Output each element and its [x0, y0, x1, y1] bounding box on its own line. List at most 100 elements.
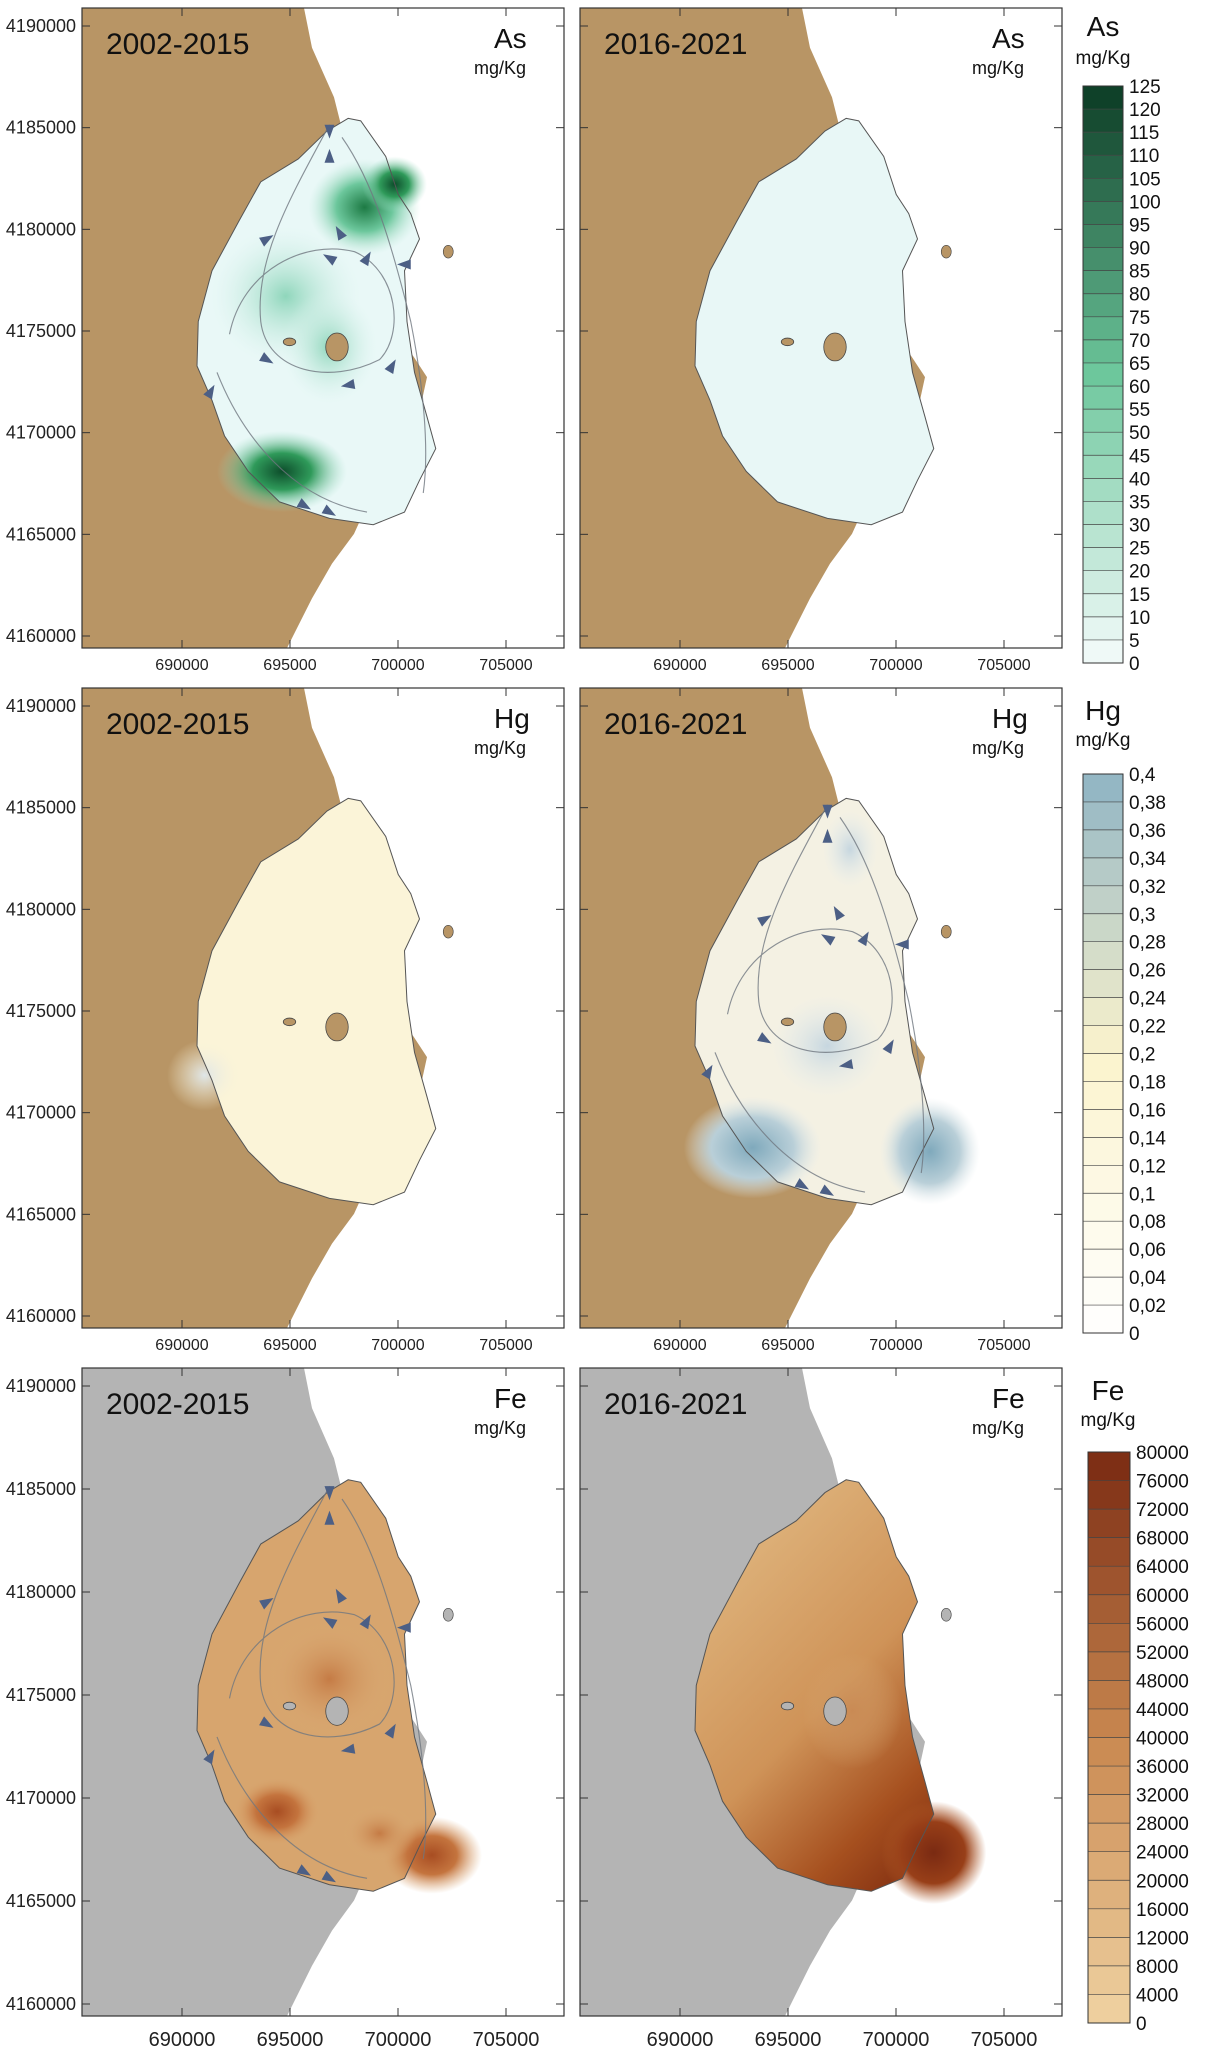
- current-lines: [216, 1485, 427, 1879]
- y-tick-label: 4185000: [6, 1479, 76, 1499]
- lagoon-area: [196, 117, 454, 526]
- legend-swatch: [1083, 339, 1123, 364]
- legend-tick-label: 56000: [1136, 1614, 1189, 1635]
- unit-label: mg/Kg: [972, 58, 1024, 78]
- legend-tick-label: 0,14: [1129, 1128, 1166, 1149]
- current-arrow-icon: [822, 828, 833, 843]
- period-label: 2016-2021: [604, 28, 747, 61]
- current-arrow-icon: [324, 124, 335, 139]
- legend-swatch: [1083, 570, 1123, 595]
- x-tick-label: 705000: [977, 657, 1030, 674]
- legend-tick-label: 0,32: [1129, 877, 1166, 898]
- legend-tick-label: 52000: [1136, 1643, 1189, 1664]
- y-tick-label: 4190000: [6, 1376, 76, 1396]
- current-arrow-icon: [335, 226, 347, 241]
- legend-tick-label: 0,34: [1129, 849, 1166, 870]
- legend-tick-label: 70: [1129, 331, 1150, 352]
- legend-swatch: [1083, 524, 1123, 549]
- legend-tick-label: 28000: [1136, 1814, 1189, 1835]
- map-panel-hg-1: 2002-2015 Hg mg/Kg 4190000 4185000 4180000 417…: [6, 687, 565, 1354]
- current-arrow-icon: [324, 1486, 335, 1501]
- current-arrow-icon: [259, 1598, 274, 1610]
- legend-swatch: [1088, 1566, 1130, 1596]
- map-panel-as-1: 2002-2015 As mg/Kg 4190000 4185000 4180000 417…: [6, 7, 565, 674]
- legend-swatch: [1088, 1737, 1130, 1767]
- current-arrows: [701, 804, 909, 1196]
- legend-swatch: [1083, 1165, 1123, 1194]
- legend-swatch: [1083, 1305, 1123, 1334]
- legend-tick-label: 110: [1129, 146, 1159, 167]
- legend-unit: mg/Kg: [1081, 1410, 1136, 1431]
- current-arrow-icon: [323, 254, 338, 266]
- legend-tick-label: 10: [1129, 608, 1150, 629]
- legend-tick-label: 85: [1129, 262, 1150, 283]
- legend-swatch: [1083, 386, 1123, 410]
- current-arrow-icon: [757, 1032, 772, 1044]
- legend-tick-label: 80000: [1136, 1443, 1189, 1464]
- legend-tick-label: 20000: [1136, 1871, 1189, 1892]
- legend-swatch: [1083, 455, 1123, 479]
- legend-tick-label: 0,04: [1129, 1268, 1166, 1289]
- legend-tick-label: 64000: [1136, 1557, 1189, 1578]
- current-arrow-icon: [259, 235, 274, 247]
- legend-swatch: [1083, 941, 1123, 971]
- legend-tick-label: 40: [1129, 469, 1150, 490]
- legend-tick-label: 0,36: [1129, 821, 1166, 842]
- legend-tick-label: 105: [1129, 169, 1161, 190]
- current-arrows: [203, 1486, 411, 1883]
- legend-swatch: [1083, 362, 1123, 387]
- legend-tick-label: 40000: [1136, 1729, 1189, 1750]
- legend-tick-label: 72000: [1136, 1500, 1189, 1521]
- current-arrow-icon: [895, 939, 909, 950]
- legend-swatch: [1088, 1509, 1130, 1539]
- legend-swatch: [1083, 432, 1123, 456]
- legend-tick-label: 35: [1129, 492, 1150, 513]
- legend-swatch: [1083, 109, 1123, 133]
- legend-swatch: [1083, 224, 1123, 249]
- legend-tick-label: 90: [1129, 239, 1150, 260]
- x-tick-label: 705000: [971, 2029, 1038, 2048]
- current-arrow-icon: [882, 1039, 894, 1055]
- legend-fe: Femg/Kg800007600072000680006400060000560…: [1081, 1375, 1189, 2035]
- current-arrow-icon: [324, 148, 335, 163]
- legend-tick-label: 24000: [1136, 1843, 1189, 1864]
- current-arrow-icon: [259, 352, 274, 364]
- x-tick-label: 700000: [869, 657, 922, 674]
- x-tick-label: 695000: [761, 657, 814, 674]
- legend-tick-label: 45: [1129, 446, 1150, 467]
- legend-tick-label: 20: [1129, 562, 1150, 583]
- legend-swatch: [1083, 501, 1123, 526]
- element-label: As: [494, 23, 527, 54]
- period-label: 2002-2015: [106, 28, 249, 61]
- legend-swatch: [1083, 201, 1123, 225]
- x-tick-label: 690000: [155, 1337, 208, 1354]
- map-panel-fe-2: 2016-2021 Fe mg/Kg 690000 695000 700000 705000: [579, 1367, 1063, 2051]
- legend-tick-label: 0,08: [1129, 1212, 1166, 1233]
- current-arrow-icon: [821, 934, 836, 946]
- legend-tick-label: 15: [1129, 585, 1150, 606]
- x-tick-label: 700000: [869, 1337, 922, 1354]
- unit-label: mg/Kg: [474, 1418, 526, 1438]
- legend-swatch: [1083, 969, 1123, 999]
- y-tick-label: 4170000: [6, 1103, 76, 1123]
- y-tick-label: 4180000: [6, 1582, 76, 1602]
- x-tick-label: 695000: [263, 657, 316, 674]
- y-tick-label: 4180000: [6, 899, 76, 919]
- period-label: 2002-2015: [106, 708, 249, 741]
- legend-hg: Hg mg/Kg 0,4 0,38 0,36 0,34 0,32 0,3 0,28 0,26 0,2…: [1076, 695, 1167, 1345]
- legend-title: Hg: [1085, 695, 1121, 726]
- legend-swatch: [1083, 593, 1123, 618]
- legend-tick-label: 68000: [1136, 1529, 1189, 1550]
- legend-swatch: [1088, 1480, 1130, 1510]
- legend-tick-label: 5: [1129, 631, 1140, 652]
- y-tick-label: 4180000: [6, 219, 76, 239]
- current-arrow-icon: [203, 1749, 215, 1765]
- current-arrow-icon: [857, 931, 869, 947]
- legend-tick-label: 0,16: [1129, 1100, 1166, 1121]
- legend-swatch: [1083, 293, 1123, 318]
- period-label: 2002-2015: [106, 1388, 249, 1421]
- y-tick-label: 4175000: [6, 1001, 76, 1021]
- y-tick-label: 4175000: [6, 1685, 76, 1705]
